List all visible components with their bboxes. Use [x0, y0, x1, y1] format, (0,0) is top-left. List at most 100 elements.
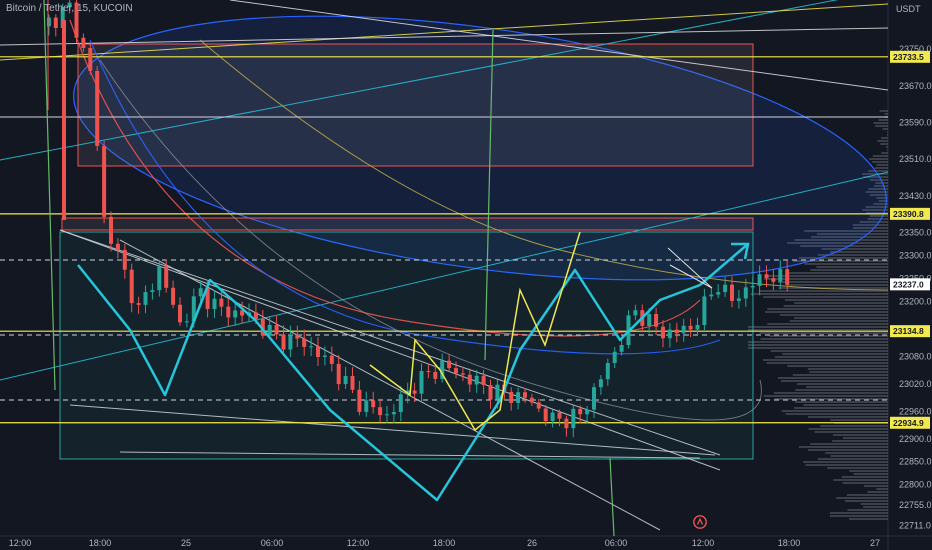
candle-body [550, 412, 555, 421]
time-tick-label: 18:00 [778, 538, 801, 548]
volume-profile-bar [792, 374, 888, 376]
volume-profile-bar [873, 203, 888, 205]
price-level-badge [890, 207, 930, 220]
trend-line [119, 451, 701, 459]
volume-profile-bar [868, 170, 888, 172]
volume-profile-bar [833, 479, 888, 481]
candle-body [178, 304, 182, 323]
volume-profile-bar [774, 356, 888, 358]
candle-body [509, 391, 514, 403]
volume-profile-bar [810, 269, 888, 271]
volume-profile-bar [804, 263, 888, 265]
volume-profile-bar [759, 290, 888, 292]
trend-line [0, 3, 889, 61]
volume-profile-bar [876, 164, 888, 166]
time-tick-label: 25 [181, 538, 191, 548]
candle-body [488, 385, 493, 400]
volume-profile-bar [880, 143, 888, 145]
volume-profile-bar [884, 113, 888, 115]
price-level-badge [890, 325, 930, 338]
time-tick-label: 12:00 [9, 538, 32, 548]
candle-body [474, 375, 479, 385]
volume-profile-bar [862, 173, 888, 175]
volume-profile-bar [787, 242, 888, 244]
candle-body [60, 7, 65, 28]
volume-profile-bar [798, 446, 888, 448]
green-marker-line [609, 457, 615, 537]
price-tick-label: 22960.0 [899, 406, 932, 416]
trend-line [69, 404, 716, 456]
time-tick-label: 18:00 [89, 538, 112, 548]
candle-body [598, 379, 603, 388]
volume-profile-bar [865, 191, 888, 193]
volume-profile-bar [794, 317, 888, 319]
candle-body [750, 286, 755, 288]
volume-profile-bar [860, 503, 888, 505]
volume-profile-bar [852, 227, 888, 229]
candle-body [122, 249, 127, 270]
wave-zigzag [77, 264, 701, 502]
volume-profile-bar [863, 506, 888, 508]
candle-body [336, 363, 341, 385]
volume-profile-bar [800, 245, 888, 247]
volume-profile-bar [784, 299, 888, 301]
green-marker-line [43, 0, 56, 391]
candle-body [681, 325, 686, 334]
candle-body [46, 17, 51, 27]
volume-profile-bar [763, 359, 888, 361]
candle-body [778, 269, 783, 282]
candle-body [115, 243, 120, 250]
volume-profile-bar [842, 437, 888, 439]
candle-body [184, 321, 189, 323]
candle-body [481, 375, 486, 386]
volume-profile-bar [869, 194, 888, 196]
volume-profile-bar [865, 206, 888, 208]
candle-body [295, 334, 300, 339]
price-tick-label: 22850.0 [899, 457, 932, 467]
pattern-path [369, 231, 581, 432]
volume-profile-bar [780, 380, 888, 382]
candle-body [585, 409, 590, 415]
time-axis: 12:00 18:00 25 06:00 12:00 18:00 26 06:00 12:00 1… [9, 538, 880, 548]
volume-profile-bar [875, 125, 888, 127]
candle-body [260, 319, 265, 336]
volume-profile-bar [867, 491, 888, 493]
candle-body [661, 326, 665, 339]
volume-profile-bar [877, 140, 888, 142]
trend-line [119, 239, 661, 531]
candle-body [543, 408, 548, 421]
volume-profile-bar [795, 389, 888, 391]
candle-body [67, 2, 72, 8]
price-level-badge [890, 416, 930, 429]
volume-profile-bar [817, 458, 888, 460]
volume-profile-bar [807, 368, 888, 370]
volume-profile-bar [811, 236, 888, 238]
candle-body [302, 338, 307, 347]
time-tick-label: 26 [527, 538, 537, 548]
volume-profile-bar [773, 392, 888, 394]
candle-body [440, 360, 445, 379]
moving-average-yellow [199, 39, 889, 291]
candle-body [343, 376, 348, 385]
volume-profile-bar [794, 407, 888, 409]
volume-profile-bar [852, 224, 888, 226]
resistance-box [61, 217, 754, 231]
candle-body [419, 371, 424, 394]
candle-body [74, 2, 79, 38]
volume-profile-bar [748, 326, 888, 328]
volume-profile-bar [876, 197, 888, 199]
volume-profile-bar [879, 110, 888, 112]
candle-body [467, 374, 472, 385]
volume-profile-bar [878, 200, 888, 202]
time-tick-label: 12:00 [692, 538, 715, 548]
volume-profile-bar [874, 167, 888, 169]
tradingview-logo-icon[interactable] [693, 515, 707, 529]
candle-body [398, 394, 403, 413]
volume-profile-bar [886, 134, 888, 136]
candle-body [578, 408, 583, 415]
volume-profile-bar [853, 473, 888, 475]
candle-body [667, 329, 672, 339]
volume-profile-bar [769, 335, 888, 337]
